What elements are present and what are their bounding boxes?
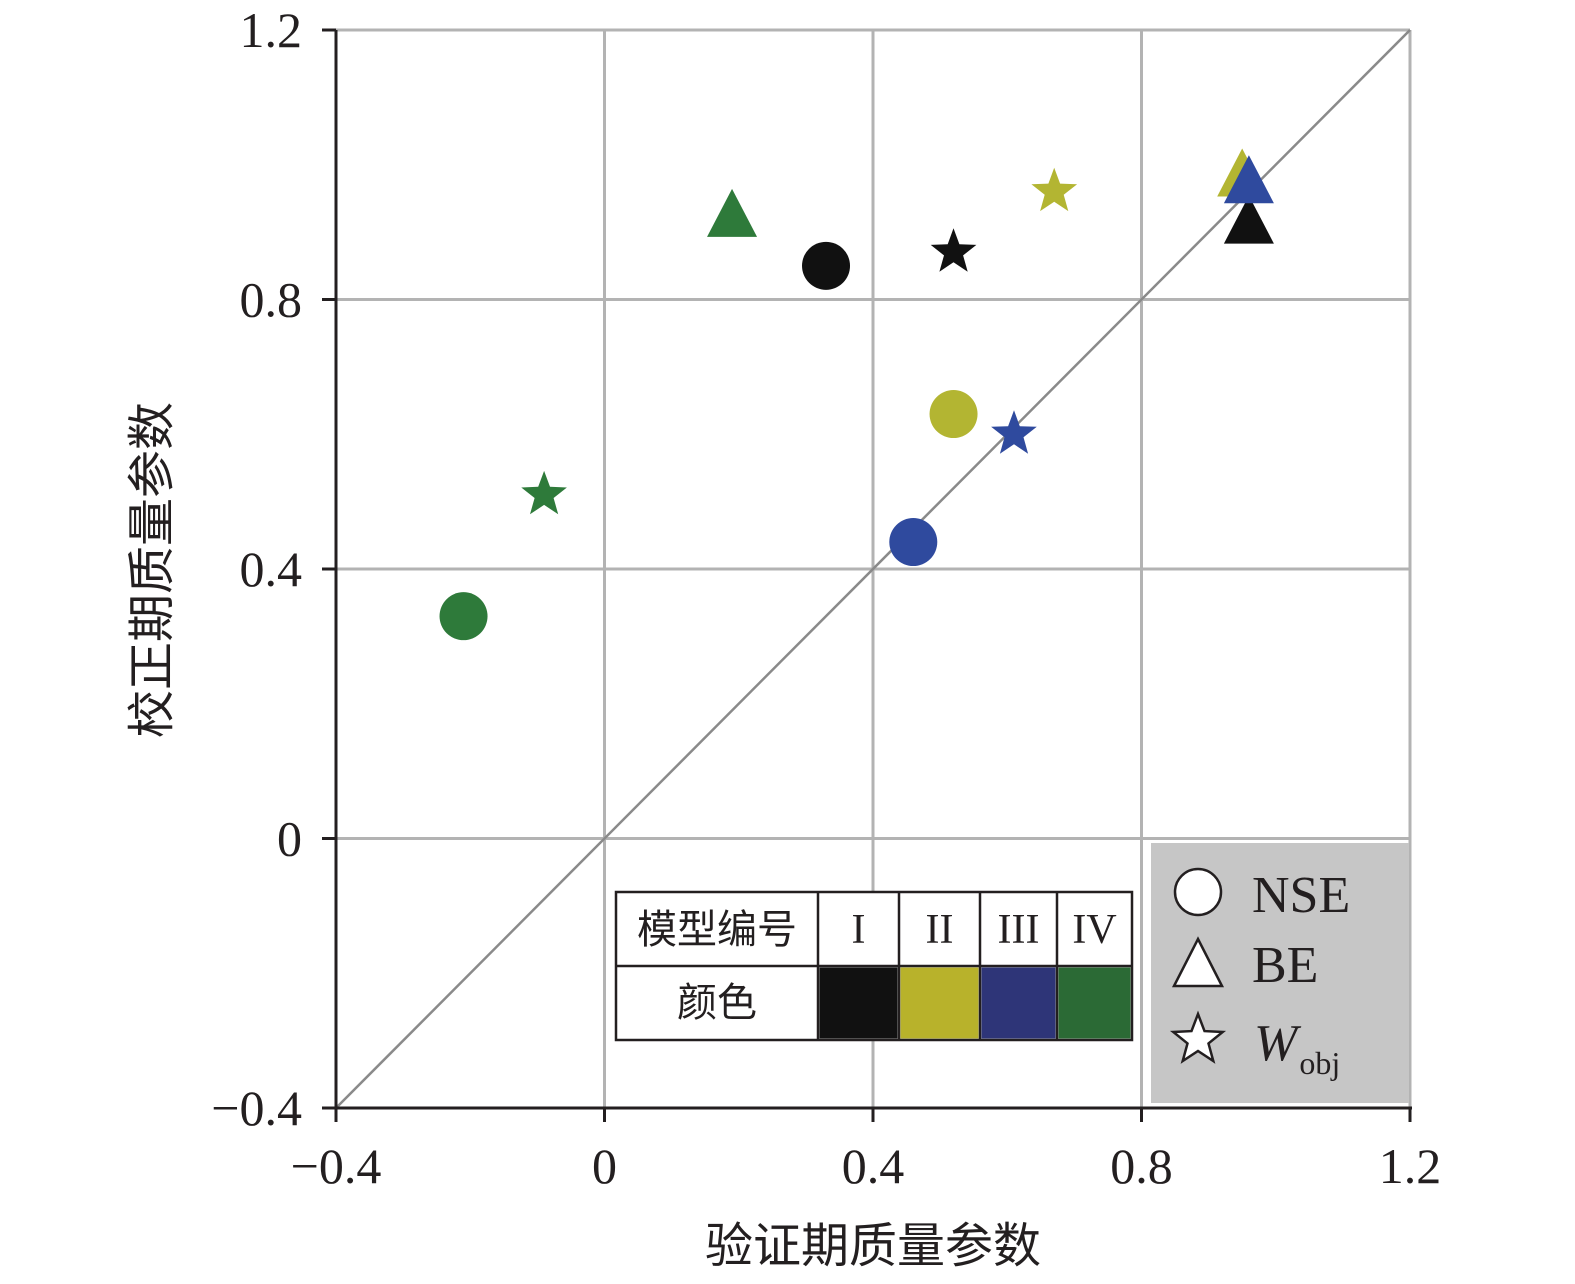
reference-line-y-equals-x — [335, 29, 1411, 1109]
point-model-III-be — [1223, 155, 1274, 204]
x-axis-title: 验证期质量参数 — [705, 1218, 1041, 1274]
point-model-I-nse — [802, 241, 851, 290]
legend-table-color-swatch — [1058, 967, 1131, 1039]
legend-circle-icon — [1173, 867, 1223, 917]
legend-table-header-label: 模型编号 — [637, 907, 797, 953]
y-tick-label: 0.4 — [240, 541, 303, 597]
point-model-III-wobj — [991, 410, 1037, 454]
y-tick-label: −0.4 — [211, 1080, 302, 1136]
point-model-II-wobj — [1031, 167, 1078, 212]
x-tick-label: 0.8 — [1110, 1138, 1173, 1194]
legend-table-model-id: III — [998, 907, 1040, 953]
y-tick-label: 0.8 — [240, 272, 303, 328]
legend-table-color-swatch — [819, 967, 898, 1039]
x-tick-label: −0.4 — [291, 1138, 382, 1194]
legend-triangle-icon — [1171, 936, 1225, 988]
model-color-legend-table: 模型编号 颜色 I II III IV — [614, 890, 1134, 1042]
axes — [322, 28, 1412, 1122]
point-model-III-nse — [889, 518, 938, 567]
point-model-I-wobj — [930, 228, 977, 272]
legend-label-wobj-main: W — [1254, 1015, 1302, 1072]
marker-legend: NSE BE Wobj — [1151, 843, 1409, 1103]
point-model-IV-wobj — [521, 470, 567, 515]
point-model-II-nse — [929, 390, 978, 439]
y-tick-label: 1.2 — [240, 2, 303, 58]
legend-table-model-id: IV — [1072, 907, 1116, 953]
point-model-I-be — [1223, 195, 1274, 244]
x-tick-label: 1.2 — [1379, 1138, 1442, 1194]
tick-labels: −0.4 0 0.4 0.8 1.2 −0.4 0 0.4 0.8 1.2 — [211, 2, 1441, 1194]
legend-label-be: BE — [1252, 937, 1318, 994]
y-tick-label: 0 — [277, 811, 302, 867]
legend-table-color-swatch — [981, 967, 1056, 1039]
y-axis-title: 校正期质量参数 — [124, 402, 180, 738]
data-points — [439, 148, 1274, 641]
x-tick-label: 0 — [592, 1138, 617, 1194]
legend-label-wobj: Wobj — [1254, 1015, 1340, 1081]
legend-table-color-label: 颜色 — [677, 980, 757, 1026]
legend-star-icon — [1169, 1010, 1227, 1064]
legend-table-color-swatch — [900, 967, 979, 1039]
point-model-IV-be — [707, 188, 758, 237]
x-tick-label: 0.4 — [842, 1138, 905, 1194]
point-model-IV-nse — [439, 592, 488, 641]
legend-table-model-id: I — [852, 907, 866, 953]
legend-label-nse: NSE — [1252, 867, 1350, 924]
legend-label-wobj-sub: obj — [1299, 1045, 1340, 1081]
legend-table-model-id: II — [926, 907, 954, 953]
